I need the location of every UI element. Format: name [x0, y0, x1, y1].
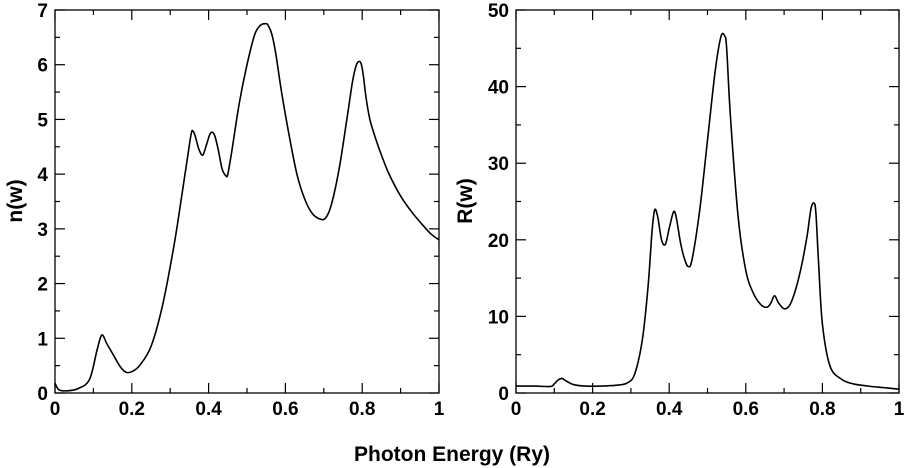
right-x-tick-label: 0.4: [656, 399, 683, 420]
right-x-tick-label: 0.8: [809, 399, 835, 420]
left-y-tick-label: 1: [37, 329, 48, 350]
right-y-tick-label: 0: [498, 384, 509, 405]
right-y-tick-label: 50: [488, 1, 509, 22]
right-y-tick-label: 20: [488, 231, 509, 252]
left-x-tick-label: 0.4: [195, 399, 222, 420]
right-x-tick-label: 0.2: [579, 399, 605, 420]
right-ticks: [515, 9, 900, 394]
left-series-line: [54, 22, 440, 392]
left-tick-labels: 0 0.2 0.4 0.6 0.8 1 0 1 2 3 4 5 6 7: [37, 1, 444, 420]
left-x-tick-label: 1: [434, 399, 445, 420]
left-y-tick-label: 6: [37, 56, 48, 77]
right-series-line: [515, 32, 900, 390]
left-y-tick-label: 2: [37, 275, 48, 296]
left-y-tick-label: 5: [37, 110, 48, 131]
left-y-tick-label: 4: [37, 165, 48, 186]
left-y-tick-label: 7: [37, 1, 48, 22]
right-x-tick-label: 0.6: [733, 399, 759, 420]
left-x-tick-label: 0: [50, 399, 61, 420]
right-x-tick-label: 0: [511, 399, 522, 420]
left-ticks: [54, 9, 440, 394]
left-x-tick-label: 0.8: [349, 399, 375, 420]
right-x-tick-label: 1: [894, 399, 905, 420]
right-plot-frame: [515, 9, 900, 394]
x-axis-label: Photon Energy (Ry): [354, 443, 550, 466]
left-y-tick-label: 3: [37, 220, 48, 241]
right-y-tick-label: 30: [488, 154, 509, 175]
left-x-tick-label: 0.2: [119, 399, 145, 420]
left-y-tick-label: 0: [37, 384, 48, 405]
left-x-tick-label: 0.6: [272, 399, 298, 420]
right-y-tick-label: 10: [488, 307, 509, 328]
left-y-axis-label: n(w): [4, 179, 27, 222]
right-y-tick-label: 40: [488, 78, 509, 99]
right-y-axis-label: R(w): [454, 178, 477, 224]
left-chart-panel: 0 0.2 0.4 0.6 0.8 1 0 1 2 3 4 5 6 7 n(w): [4, 1, 445, 420]
